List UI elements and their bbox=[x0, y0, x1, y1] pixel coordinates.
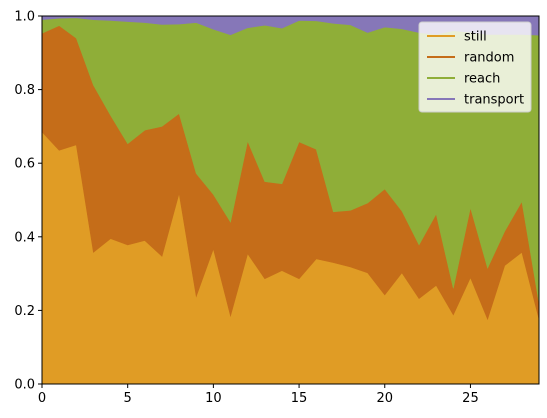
y-axis-ticks: 0.0 0.2 0.4 0.6 0.8 1.0 bbox=[14, 10, 42, 393]
x-tick-label: 0 bbox=[38, 391, 46, 406]
x-axis-ticks: 0 5 10 15 20 25 bbox=[38, 384, 479, 406]
plot-frame bbox=[41, 15, 540, 385]
legend-label-reach: reach bbox=[464, 72, 500, 87]
y-tick-label: 0.4 bbox=[14, 230, 35, 245]
x-tick-label: 5 bbox=[124, 391, 132, 406]
y-tick-label: 0.2 bbox=[14, 304, 35, 319]
y-tick-label: 1.0 bbox=[14, 10, 35, 25]
x-tick-label: 20 bbox=[376, 391, 393, 406]
legend: still random reach transport bbox=[418, 21, 532, 113]
legend-label-transport: transport bbox=[464, 93, 524, 108]
y-tick-label: 0.0 bbox=[14, 378, 35, 393]
legend-box bbox=[418, 21, 532, 113]
x-tick-label: 15 bbox=[291, 391, 308, 406]
legend-label-random: random bbox=[464, 51, 514, 66]
y-tick-label: 0.8 bbox=[14, 83, 35, 98]
x-tick-label: 10 bbox=[205, 391, 222, 406]
y-tick-label: 0.6 bbox=[14, 157, 35, 172]
legend-label-still: still bbox=[464, 30, 487, 45]
axes bbox=[41, 15, 540, 385]
x-tick-label: 25 bbox=[462, 391, 479, 406]
